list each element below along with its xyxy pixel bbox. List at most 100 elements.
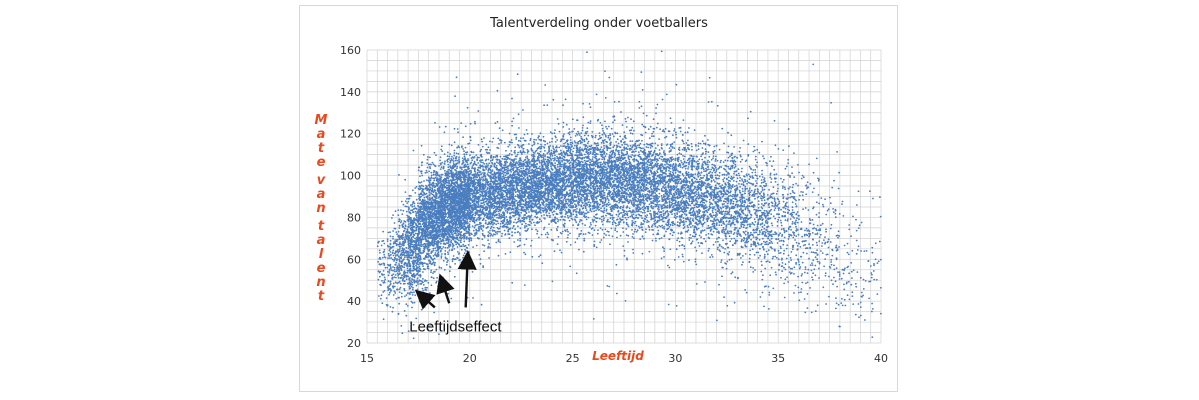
data-point [427,156,429,158]
data-point [395,244,398,247]
data-point [413,240,416,242]
data-point [445,181,448,184]
data-point [446,170,449,173]
data-point [442,204,445,206]
data-point [432,186,434,188]
data-point [420,170,423,173]
data-point [432,163,435,166]
data-point [442,208,444,211]
data-point [454,258,457,261]
data-point [386,304,389,306]
data-point [377,270,380,273]
data-point [430,177,432,180]
data-point [409,224,412,227]
data-point [425,201,427,203]
data-point [396,268,399,271]
data-point [466,106,469,109]
data-point [403,276,406,278]
data-point [412,264,415,267]
data-point [434,234,436,237]
data-point [481,197,484,200]
data-point [418,212,420,214]
data-point [408,235,410,237]
data-point [398,302,401,305]
data-point [444,174,447,177]
data-point [413,262,415,264]
data-point [388,270,391,272]
data-point [382,281,385,284]
data-point [483,235,486,237]
data-point [399,260,402,263]
data-point [415,248,418,250]
data-point [403,271,405,274]
data-point [429,188,432,191]
data-point [409,252,411,254]
data-point [450,196,453,198]
data-point [451,260,454,263]
data-point [455,234,458,237]
data-point [417,187,420,190]
data-point [477,110,480,112]
data-point [382,230,385,233]
data-point [461,236,463,239]
data-point [439,214,442,217]
data-point [414,187,417,189]
data-point [395,243,398,245]
data-point [422,284,425,286]
data-point [460,146,463,149]
data-point [440,228,442,231]
data-point [466,161,468,164]
data-point [453,176,455,178]
data-point [433,207,436,210]
data-point [387,274,390,277]
data-point [479,217,482,220]
data-point [410,300,413,303]
data-point [479,225,482,228]
data-point [394,210,397,213]
data-point [505,149,507,152]
data-point [456,128,459,130]
data-point [459,197,462,200]
data-point [453,179,455,181]
data-point [475,154,478,157]
data-point [468,251,471,254]
data-point [406,197,408,200]
data-point [442,211,444,214]
data-point [429,194,431,196]
data-point [465,174,467,177]
data-point [483,203,486,206]
data-point [406,292,409,295]
data-point [500,235,503,238]
data-point [392,266,394,268]
data-point [482,205,484,207]
data-point [396,288,399,291]
data-point [487,164,489,167]
data-point [475,219,478,222]
data-point [440,145,443,148]
data-point [482,207,485,210]
data-point [393,241,395,244]
data-point [453,248,456,250]
data-point [488,162,491,165]
data-point [392,249,395,252]
data-point [469,194,472,197]
data-point [413,205,416,208]
data-point [405,278,408,281]
data-point [419,220,422,223]
data-point [430,271,432,274]
data-point [428,156,431,159]
data-point [386,263,389,266]
data-point [449,229,451,232]
data-point [464,183,467,186]
data-point [446,155,449,158]
data-point [462,254,465,257]
data-point [438,266,441,269]
data-point [423,204,426,207]
data-point [425,216,428,219]
data-point [423,257,426,260]
data-point [490,225,493,228]
data-point [473,189,476,192]
data-point [434,209,437,212]
data-point [387,270,389,273]
data-point [381,274,384,276]
